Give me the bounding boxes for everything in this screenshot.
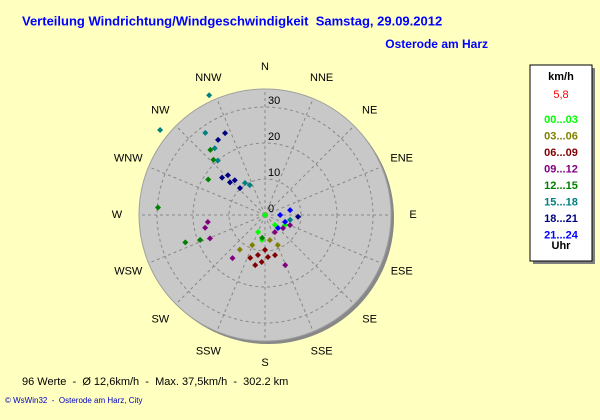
data-point: [182, 239, 189, 246]
data-point: [266, 237, 273, 244]
grid-circle: [156, 106, 374, 324]
legend-entry: 00...03: [544, 114, 578, 126]
data-point: [229, 255, 236, 262]
data-point: [202, 129, 209, 136]
data-point: [272, 252, 279, 259]
radial-line: [264, 125, 355, 216]
data-point: [295, 213, 302, 220]
data-point: [282, 262, 289, 269]
r-tick-label: 30: [268, 95, 280, 107]
radial-line: [264, 98, 314, 216]
data-point: [202, 224, 209, 231]
data-point: [206, 92, 213, 99]
chart-title: Verteilung Windrichtung/Windgeschwindigk…: [22, 13, 442, 28]
chart-subtitle: Osterode am Harz: [385, 37, 488, 51]
radial-line: [175, 214, 266, 305]
radial-line: [175, 125, 266, 216]
direction-label: SSW: [196, 346, 222, 358]
data-point: [154, 204, 161, 211]
data-point: [197, 236, 204, 243]
legend-value: 5,8: [553, 89, 568, 101]
data-point: [241, 179, 248, 186]
data-point: [204, 219, 211, 226]
data-point: [224, 172, 231, 179]
data-point: [287, 216, 294, 223]
legend-entry: 21...24: [544, 229, 579, 241]
radial-line: [264, 214, 355, 305]
data-point: [246, 182, 253, 189]
data-point: [262, 212, 268, 218]
data-point: [236, 246, 243, 253]
direction-label: N: [261, 61, 269, 73]
direction-label: NNW: [195, 72, 222, 84]
data-point: [259, 234, 266, 241]
direction-label: W: [112, 209, 123, 221]
data-point: [252, 262, 259, 269]
radial-line: [216, 214, 266, 332]
data-point: [271, 229, 278, 236]
data-point: [206, 235, 213, 242]
direction-label: ENE: [390, 152, 413, 164]
direction-label: SSE: [311, 346, 333, 358]
r-tick-label: 10: [268, 167, 280, 179]
radial-line: [148, 166, 266, 216]
data-point: [258, 259, 265, 266]
legend-entry: 18...21: [544, 213, 578, 225]
data-point: [231, 177, 238, 184]
data-point: [274, 224, 281, 231]
direction-label: WNW: [114, 152, 143, 164]
data-point: [249, 242, 256, 249]
legend-box: [529, 64, 593, 262]
direction-label: E: [409, 209, 416, 221]
direction-label: NW: [151, 104, 170, 116]
data-point: [262, 246, 268, 253]
radial-line: [216, 98, 266, 216]
direction-label: NE: [362, 104, 377, 116]
direction-label: ESE: [391, 266, 413, 278]
direction-label: WSW: [114, 266, 143, 278]
data-point: [287, 222, 294, 229]
data-point: [219, 174, 226, 181]
radial-line: [264, 214, 314, 332]
data-point: [271, 221, 278, 228]
legend-entry: 15...18: [544, 196, 578, 208]
direction-label: SE: [362, 314, 377, 326]
data-point: [236, 185, 243, 192]
data-point: [210, 156, 217, 163]
data-point: [215, 136, 222, 143]
legend-entry: 12...15: [544, 180, 578, 192]
data-point: [282, 218, 289, 225]
footer-credit: © WsWin32 - Osterode am Harz, City: [5, 396, 142, 405]
data-point: [254, 252, 261, 259]
direction-label: SW: [151, 314, 169, 326]
data-point: [214, 157, 221, 164]
r-tick-label: 0: [268, 203, 274, 215]
legend-unit: Uhr: [552, 240, 572, 252]
data-point: [157, 127, 164, 134]
grid-circle: [192, 142, 338, 288]
legend-title: km/h: [548, 71, 574, 83]
data-point: [205, 176, 212, 183]
data-point: [280, 225, 287, 232]
legend-entry: 06...09: [544, 147, 578, 159]
data-point: [226, 179, 233, 186]
data-point: [255, 229, 262, 236]
data-point: [222, 130, 229, 137]
radial-line: [148, 214, 266, 264]
data-point: [274, 242, 281, 249]
data-point: [287, 207, 294, 214]
legend-entry: 09...12: [544, 163, 578, 175]
data-point: [264, 254, 271, 261]
data-point: [277, 212, 284, 218]
r-tick-label: 20: [268, 131, 280, 143]
radial-line: [264, 166, 382, 216]
data-point: [211, 145, 218, 152]
footer-stats: 96 Werte - Ø 12,6km/h - Max. 37,5km/h - …: [22, 376, 288, 388]
legend-entry: 03...06: [544, 130, 578, 142]
direction-label: NNE: [310, 72, 333, 84]
direction-label: S: [261, 357, 268, 369]
data-point: [247, 254, 254, 261]
